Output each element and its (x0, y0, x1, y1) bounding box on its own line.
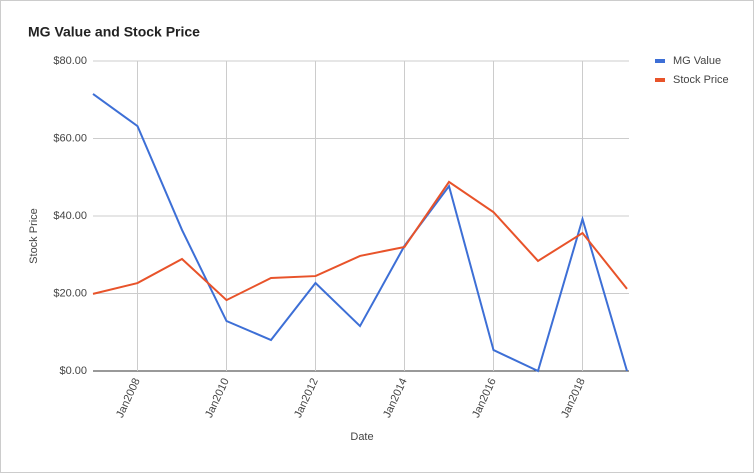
chart-title: MG Value and Stock Price (28, 24, 200, 40)
y-tick-label: $80.00 (53, 55, 87, 67)
legend-label: MG Value (673, 55, 721, 67)
legend-swatch (655, 59, 665, 63)
y-tick-label: $40.00 (53, 210, 87, 222)
y-axis-label: Stock Price (28, 208, 40, 264)
y-tick-label: $0.00 (59, 365, 87, 377)
y-tick-label: $60.00 (53, 132, 87, 144)
legend-swatch (655, 78, 665, 82)
legend-label: Stock Price (673, 74, 729, 86)
x-axis-label: Date (350, 431, 373, 443)
series-line (92, 93, 628, 373)
series-line (92, 180, 628, 302)
y-tick-label: $20.00 (53, 287, 87, 299)
